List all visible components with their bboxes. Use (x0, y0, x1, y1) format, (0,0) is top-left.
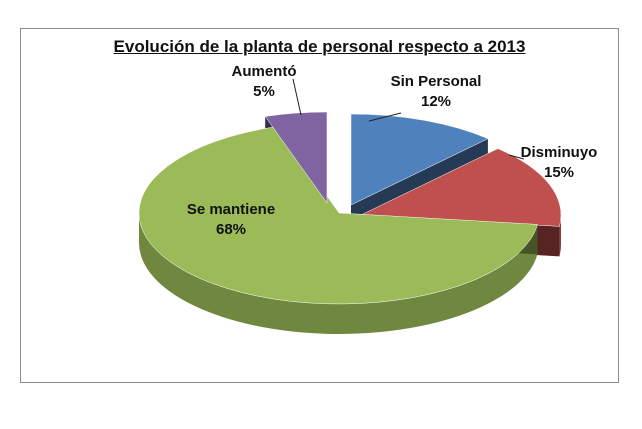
chart-title: Evolución de la planta de personal respe… (113, 37, 526, 56)
slice-label-name-2: Se mantiene (187, 201, 275, 218)
slice-side-2 (139, 213, 538, 334)
slice-sin-personal (350, 113, 489, 206)
slice-aumento (264, 111, 328, 204)
chart-frame: Evolución de la planta de personal respe… (20, 28, 619, 383)
slice-label-value-0: 12% (421, 93, 451, 110)
slice-label-value-3: 5% (253, 83, 275, 100)
slice-label-value-2: 68% (216, 221, 246, 238)
pie-chart: Sin Personal 12% Disminuyo 15% Se mantiene 68… (138, 63, 598, 334)
slice-label-name-0: Sin Personal (391, 73, 482, 90)
slice-label-value-1: 15% (544, 164, 574, 181)
slice-se-mantiene (138, 126, 538, 305)
leader-line-1 (508, 154, 525, 160)
leader-line-3 (292, 78, 302, 116)
leader-line-0 (368, 112, 402, 122)
slice-label-name-1: Disminuyo (521, 144, 598, 161)
slice-label-name-3: Aumentó (232, 63, 297, 80)
slice-disminuyo (360, 148, 562, 227)
